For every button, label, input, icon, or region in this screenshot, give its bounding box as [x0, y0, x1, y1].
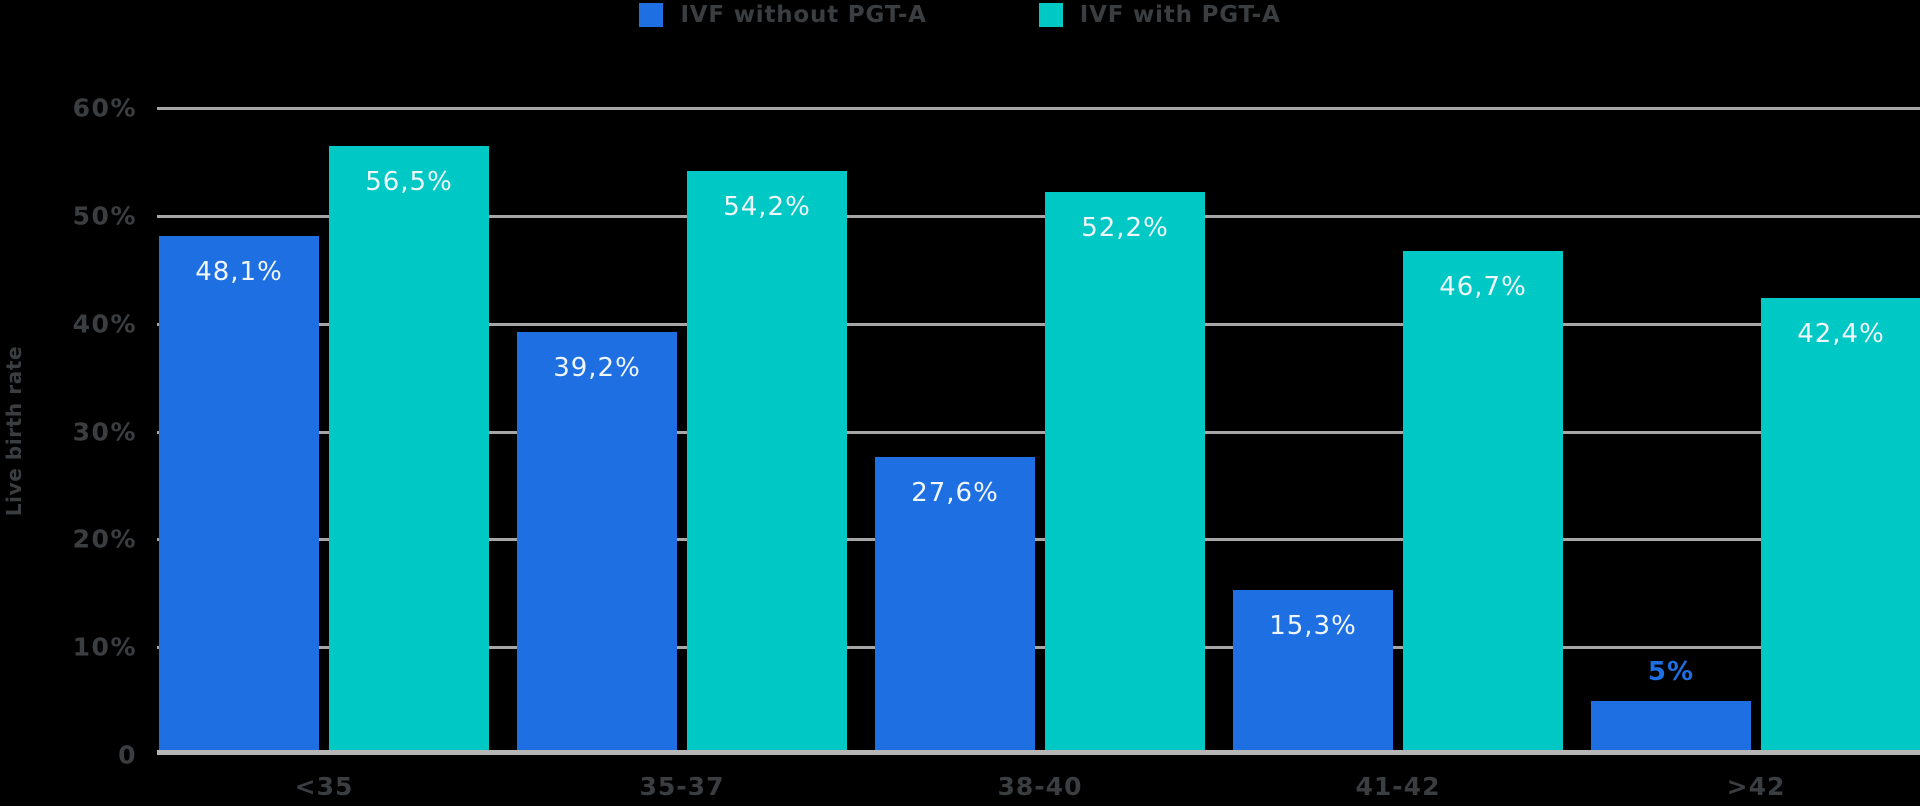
bar-value-label: 27,6%	[911, 478, 999, 509]
x-axis-line	[157, 750, 1920, 755]
plot-area: 48,1% 56,5% <35 39,2% 54,2% 35-37 27,6% 52,2% 38…	[157, 107, 1920, 801]
y-tick-label: 10%	[72, 632, 137, 662]
bar-value-label: 56,5%	[365, 166, 453, 197]
bar-value-label: 39,2%	[553, 353, 641, 384]
bar-group: 48,1% 56,5% <35	[159, 108, 489, 801]
y-tick-label: 60%	[72, 93, 137, 123]
bar-value-label: 46,7%	[1439, 272, 1527, 303]
y-axis: 60% 50% 40% 30% 20% 10% 0	[0, 94, 137, 770]
bar-value-label: 54,2%	[723, 191, 811, 222]
bar-value-label: 5%	[1647, 657, 1695, 688]
y-tick-label: 50%	[72, 201, 137, 231]
bar-ivf-without-pgt-a[interactable]: 39,2%	[517, 332, 677, 755]
y-tick-label: 30%	[72, 417, 137, 446]
legend-item-ivf-with-pgt-a[interactable]: IVF with PGT-A	[1038, 2, 1281, 28]
bar-ivf-without-pgt-a[interactable]: 5%	[1591, 657, 1751, 755]
gridline	[157, 214, 1920, 218]
bar-group: 15,3% 46,7% 41-42	[1233, 108, 1563, 801]
legend-label: IVF without PGT-A	[680, 2, 927, 28]
bar-ivf-without-pgt-a[interactable]: 27,6%	[875, 457, 1035, 755]
bar-ivf-with-pgt-a[interactable]: 42,4%	[1761, 297, 1920, 755]
x-tick-label: 41-42	[1355, 772, 1441, 801]
gridline	[157, 107, 1920, 110]
bar-ivf-without-pgt-a[interactable]: 15,3%	[1233, 590, 1393, 755]
y-tick-label: 40%	[72, 309, 137, 339]
bar-value-label: 15,3%	[1269, 611, 1357, 642]
x-tick-label: >42	[1726, 772, 1786, 801]
bar-value-label: 52,2%	[1081, 213, 1169, 244]
bar-ivf-with-pgt-a[interactable]: 46,7%	[1403, 251, 1563, 755]
gridline	[157, 430, 1920, 434]
legend-swatch-blue-icon	[639, 3, 664, 27]
bar-value-label: 42,4%	[1797, 318, 1885, 349]
legend-label: IVF with PGT-A	[1079, 2, 1281, 28]
bar-ivf-with-pgt-a[interactable]: 56,5%	[329, 145, 489, 755]
bar-ivf-with-pgt-a[interactable]: 54,2%	[687, 170, 847, 755]
bar-group: 5% 42,4% >42	[1591, 108, 1920, 801]
bar-group: 27,6% 52,2% 38-40	[875, 108, 1205, 801]
x-tick-label: 35-37	[639, 772, 725, 801]
y-tick-label: 0	[118, 740, 137, 770]
legend-swatch-teal-icon	[1038, 3, 1063, 27]
bar-group: 39,2% 54,2% 35-37	[517, 108, 847, 801]
gridline	[157, 322, 1920, 326]
y-tick-label: 20%	[72, 524, 137, 554]
bar-ivf-with-pgt-a[interactable]: 52,2%	[1045, 192, 1205, 755]
bar-ivf-without-pgt-a[interactable]: 48,1%	[159, 236, 319, 755]
legend: IVF without PGT-A IVF with PGT-A	[0, 2, 1920, 28]
bar-value-label: 48,1%	[195, 257, 283, 288]
x-tick-label: 38-40	[997, 772, 1083, 801]
legend-item-ivf-without-pgt-a[interactable]: IVF without PGT-A	[639, 2, 926, 28]
gridline	[157, 646, 1920, 650]
x-tick-label: <35	[294, 772, 354, 801]
gridline	[157, 538, 1920, 542]
